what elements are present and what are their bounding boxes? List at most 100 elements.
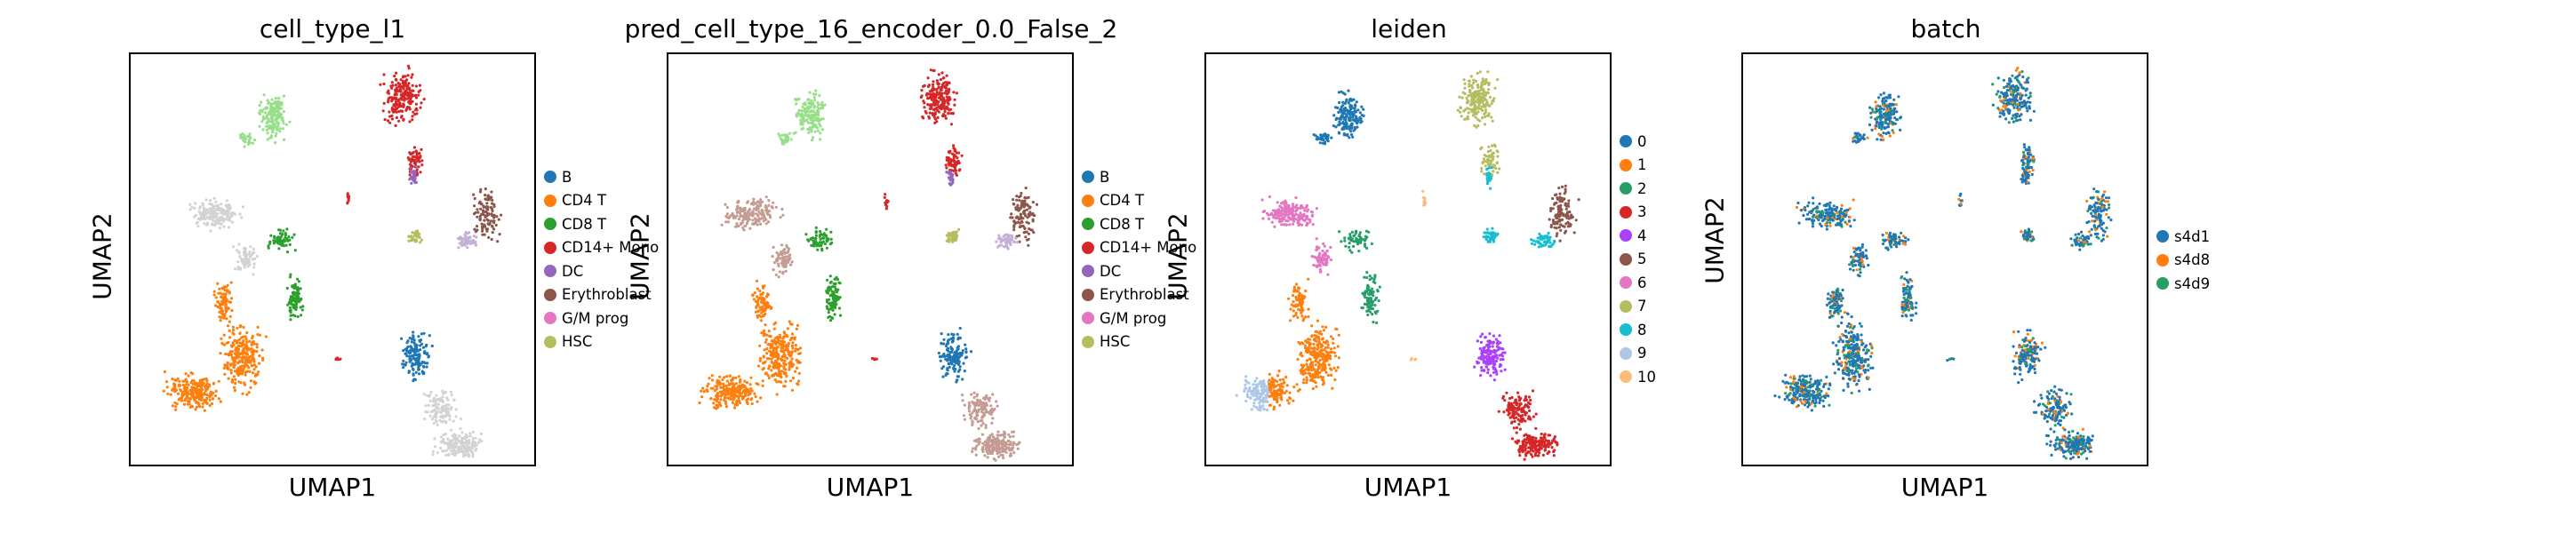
- data-point: [240, 356, 244, 360]
- data-point: [257, 370, 260, 374]
- data-point: [276, 236, 279, 240]
- data-point: [478, 214, 482, 219]
- data-point: [474, 436, 477, 440]
- data-point: [447, 403, 451, 407]
- data-point: [274, 107, 277, 110]
- data-point: [224, 303, 228, 306]
- data-point: [387, 99, 390, 102]
- data-point: [241, 392, 244, 395]
- data-point: [415, 153, 419, 156]
- data-point: [244, 255, 247, 259]
- data-point: [271, 131, 275, 134]
- data-point: [764, 306, 768, 310]
- data-point: [784, 348, 788, 352]
- data-point: [770, 374, 774, 378]
- data-point: [390, 99, 394, 103]
- data-point: [471, 452, 475, 456]
- data-point: [490, 224, 494, 227]
- data-point: [227, 324, 230, 328]
- data-point: [756, 302, 760, 306]
- data-point: [725, 392, 729, 395]
- data-point: [795, 327, 798, 330]
- data-point: [400, 115, 404, 119]
- data-point: [251, 251, 254, 255]
- data-point: [179, 388, 182, 392]
- data-point: [756, 315, 759, 319]
- data-point: [763, 298, 766, 302]
- data-point: [773, 378, 777, 382]
- data-point: [175, 402, 179, 406]
- data-point: [277, 96, 281, 100]
- data-point: [225, 317, 228, 321]
- data-point: [205, 396, 209, 400]
- data-point: [761, 291, 765, 295]
- data-point: [468, 438, 471, 442]
- data-point: [442, 449, 445, 453]
- data-point: [490, 195, 493, 199]
- data-point: [412, 231, 416, 235]
- data-point: [272, 239, 276, 243]
- data-point: [281, 119, 284, 123]
- data-point: [737, 385, 741, 388]
- data-point: [289, 318, 292, 322]
- data-point: [243, 134, 246, 138]
- data-point: [253, 374, 258, 378]
- data-point: [195, 405, 198, 409]
- data-point: [460, 449, 464, 453]
- data-point: [482, 205, 485, 209]
- data-point: [422, 365, 426, 369]
- data-point: [285, 286, 289, 290]
- data-point: [754, 394, 757, 399]
- data-point: [782, 367, 786, 370]
- legend-label: CD14+ Mono: [562, 239, 660, 257]
- data-point: [464, 441, 468, 444]
- data-point: [184, 378, 188, 381]
- data-point: [231, 378, 235, 381]
- data-point: [244, 262, 248, 266]
- data-point: [205, 394, 209, 397]
- data-point: [278, 130, 282, 133]
- data-point: [758, 344, 762, 347]
- data-point: [228, 300, 232, 304]
- data-point: [188, 203, 192, 206]
- data-point: [216, 282, 220, 285]
- data-point: [716, 381, 719, 385]
- data-point: [414, 96, 419, 99]
- data-point: [181, 379, 185, 383]
- data-point: [769, 346, 772, 350]
- data-point: [220, 292, 225, 296]
- data-point: [405, 107, 409, 111]
- data-point: [205, 221, 210, 225]
- data-point: [288, 243, 292, 246]
- data-point: [724, 402, 728, 406]
- data-point: [255, 350, 259, 354]
- data-point: [218, 287, 221, 290]
- umap-panel-cell-type-l1: cell_type_l1 UMAP1 UMAP2 B CD4 T CD8 T CD14…: [0, 0, 660, 533]
- data-point: [483, 233, 486, 236]
- data-point: [162, 389, 165, 393]
- data-point: [492, 203, 496, 206]
- data-point: [268, 136, 272, 139]
- data-point: [190, 205, 194, 209]
- data-point: [212, 293, 216, 297]
- data-point: [402, 366, 405, 370]
- data-point: [790, 365, 794, 369]
- legend-item: B: [544, 165, 659, 189]
- data-point: [195, 401, 198, 404]
- data-point: [249, 359, 252, 362]
- data-point: [212, 219, 215, 223]
- data-point: [753, 291, 756, 295]
- data-point: [787, 342, 790, 346]
- data-point: [712, 406, 716, 410]
- data-point: [487, 195, 491, 198]
- data-point: [418, 84, 421, 87]
- data-point: [708, 377, 711, 380]
- data-point: [741, 390, 745, 394]
- data-point: [194, 383, 197, 386]
- data-point: [456, 449, 460, 453]
- data-point: [719, 386, 723, 389]
- data-point: [212, 391, 215, 394]
- data-point: [772, 327, 776, 330]
- data-point: [422, 331, 426, 335]
- data-point: [392, 104, 396, 107]
